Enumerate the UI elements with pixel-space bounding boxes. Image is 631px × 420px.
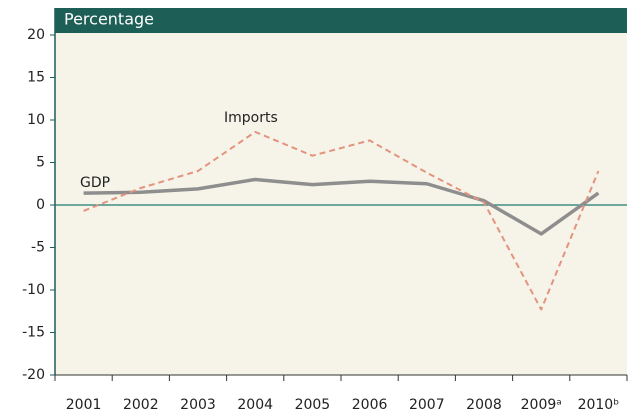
x-tick-label: 2009ᵃ [521,397,562,413]
series-line [83,177,600,236]
header-band [55,8,627,33]
x-tick-label: 2008 [466,397,502,413]
x-tick-label: 2006 [352,397,388,413]
y-tick-label: -15 [22,325,45,341]
x-tick-label: 2005 [295,397,331,413]
x-tick-label: 2004 [237,397,273,413]
y-tick-label: 10 [27,112,45,128]
y-tick-label: -20 [22,367,45,383]
x-tick-label: 2010ᵇ [578,397,620,413]
y-tick-label: -10 [22,282,45,298]
y-tick-label: 5 [36,155,45,171]
y-tick-label: 15 [27,70,45,86]
y-tick-label: -5 [31,240,45,256]
y-tick-label: 20 [27,27,45,43]
y-tick-label: 0 [36,197,45,213]
x-tick-label: 2003 [180,397,216,413]
series-label: Imports [224,110,278,126]
chart-title: Percentage [64,10,154,29]
x-tick-label: 2001 [66,397,102,413]
x-tick-label: 2002 [123,397,159,413]
series-label: GDP [80,175,110,191]
x-tick-label: 2007 [409,397,445,413]
series-line [83,130,600,311]
